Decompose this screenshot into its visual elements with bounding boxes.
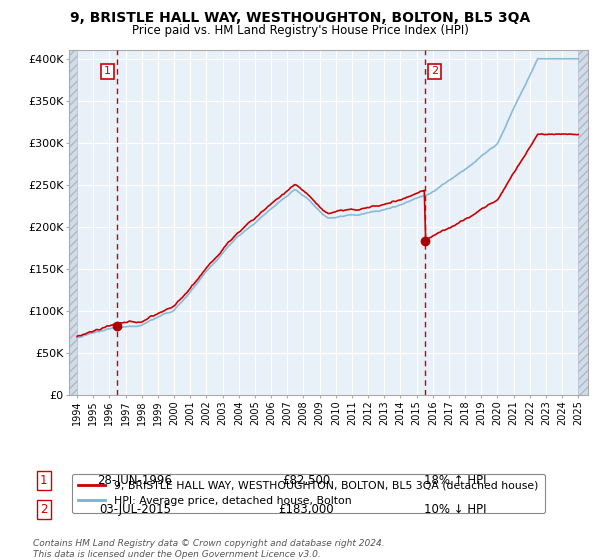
Text: 9, BRISTLE HALL WAY, WESTHOUGHTON, BOLTON, BL5 3QA: 9, BRISTLE HALL WAY, WESTHOUGHTON, BOLTO… — [70, 11, 530, 25]
Text: Contains HM Land Registry data © Crown copyright and database right 2024.
This d: Contains HM Land Registry data © Crown c… — [33, 539, 385, 559]
Bar — [578, 50, 588, 395]
Text: Price paid vs. HM Land Registry's House Price Index (HPI): Price paid vs. HM Land Registry's House … — [131, 24, 469, 36]
Text: 10% ↓ HPI: 10% ↓ HPI — [424, 503, 486, 516]
Text: £82,500: £82,500 — [282, 474, 330, 487]
Text: 28-JUN-1996: 28-JUN-1996 — [97, 474, 172, 487]
Text: £183,000: £183,000 — [278, 503, 334, 516]
Text: 1: 1 — [40, 474, 47, 487]
Text: 2: 2 — [431, 67, 438, 76]
Text: 2: 2 — [40, 503, 47, 516]
Text: 03-JUL-2015: 03-JUL-2015 — [99, 503, 171, 516]
Bar — [69, 50, 77, 395]
Text: 1: 1 — [104, 67, 111, 76]
Text: 18% ↑ HPI: 18% ↑ HPI — [424, 474, 486, 487]
Legend: 9, BRISTLE HALL WAY, WESTHOUGHTON, BOLTON, BL5 3QA (detached house), HPI: Averag: 9, BRISTLE HALL WAY, WESTHOUGHTON, BOLTO… — [72, 474, 545, 512]
